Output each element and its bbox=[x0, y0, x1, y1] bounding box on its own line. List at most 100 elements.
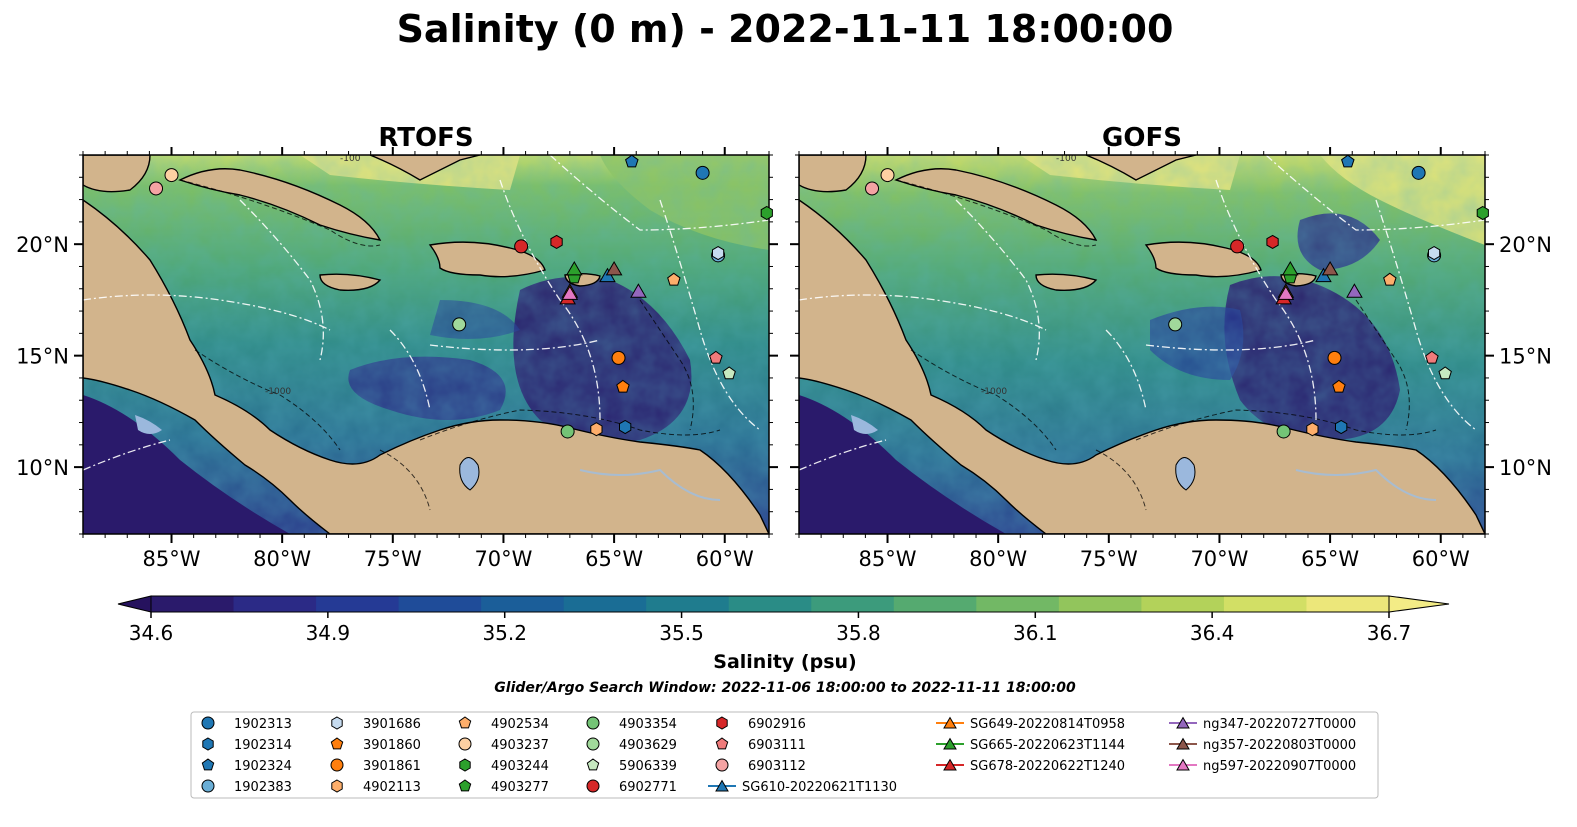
legend-marker-ng597-20220907T0000 bbox=[1176, 758, 1190, 771]
float-marker-3901860 bbox=[1332, 379, 1346, 393]
lat-tick-label: 20°N bbox=[1499, 233, 1552, 257]
colorbar-bin bbox=[316, 596, 400, 612]
lat-tick-label: 10°N bbox=[1499, 456, 1552, 480]
legend-entry: 6903111 bbox=[715, 737, 806, 753]
legend-entry: 1902314 bbox=[202, 737, 292, 753]
legend-entry: SG665-20220623T1144 bbox=[936, 737, 1125, 753]
legend: 1902313 1902314 1902324 1902383 3901686 39018… bbox=[201, 716, 1356, 795]
legend-label: 4903629 bbox=[619, 738, 677, 753]
float-marker-3901860 bbox=[616, 379, 630, 393]
colorbar-bin bbox=[398, 596, 482, 612]
lon-tick-label: 85°W bbox=[143, 547, 201, 571]
float-marker-6903112 bbox=[865, 181, 880, 196]
legend-marker-1902313 bbox=[201, 716, 215, 730]
colorbar-bin bbox=[563, 596, 647, 612]
legend-entry: 1902324 bbox=[201, 758, 292, 774]
legend-marker-SG610-20220621T1130 bbox=[715, 779, 729, 792]
colorbar-bin bbox=[1058, 596, 1142, 612]
float-marker-3901686 bbox=[1428, 246, 1441, 261]
legend-label: ng347-20220727T0000 bbox=[1203, 717, 1356, 732]
legend-entry: ng597-20220907T0000 bbox=[1169, 758, 1356, 774]
colorbar-bin bbox=[646, 596, 730, 612]
float-marker-1902314 bbox=[619, 419, 632, 435]
legend-label: SG610-20220621T1130 bbox=[742, 780, 897, 795]
legend-entry: SG610-20220621T1130 bbox=[708, 779, 897, 795]
float-marker-4903237 bbox=[880, 168, 895, 183]
legend-entry: SG649-20220814T0958 bbox=[936, 716, 1125, 732]
lat-tick-label: 20°N bbox=[16, 233, 69, 257]
float-marker-4902534 bbox=[667, 272, 681, 286]
colorbar-bin bbox=[151, 596, 235, 612]
float-marker-4902113 bbox=[1306, 422, 1319, 437]
lon-tick-label: 80°W bbox=[969, 547, 1027, 571]
legend-entry: 4903237 bbox=[458, 737, 549, 753]
legend-label: 6903112 bbox=[748, 759, 806, 774]
legend-marker-4903237 bbox=[458, 737, 472, 751]
colorbar-extend-low bbox=[117, 595, 152, 613]
colorbar: 34.6 34.9 35.2 35.5 35.8 36.1 36.4 36.7 bbox=[117, 595, 1450, 645]
float-marker-4903629 bbox=[452, 317, 467, 332]
glider-marker-SG665-20220623T1144 bbox=[1281, 261, 1299, 276]
map-field-gofs: -100 -1000 bbox=[799, 154, 1485, 534]
colorbar-bin bbox=[811, 596, 895, 612]
float-marker-6902916 bbox=[550, 234, 563, 249]
legend-label: ng597-20220907T0000 bbox=[1203, 759, 1356, 774]
legend-entry: 6902771 bbox=[586, 779, 677, 795]
legend-marker-4902534 bbox=[458, 716, 472, 729]
legend-label: SG665-20220623T1144 bbox=[970, 738, 1125, 753]
legend-label: 6902916 bbox=[748, 717, 806, 732]
float-marker-1902324 bbox=[1341, 154, 1355, 168]
legend-entry: 1902313 bbox=[201, 716, 292, 732]
legend-marker-4903277 bbox=[458, 779, 472, 792]
colorbar-bin bbox=[1141, 596, 1225, 612]
legend-marker-4902113 bbox=[331, 779, 343, 793]
legend-label: 3901860 bbox=[363, 738, 421, 753]
axis-ticks-gofs: 85°W 80°W 75°W 70°W 65°W 60°W 20°N 15°N 10°N bbox=[790, 147, 1552, 571]
float-marker-1902314 bbox=[1335, 419, 1348, 435]
legend-label: 4902113 bbox=[363, 780, 421, 795]
colorbar-tick-label: 36.4 bbox=[1190, 621, 1235, 645]
legend-marker-SG678-20220622T1240 bbox=[943, 758, 957, 771]
float-marker-4903354 bbox=[1276, 424, 1291, 439]
lon-tick-label: 65°W bbox=[1301, 547, 1359, 571]
panel-title-gofs: GOFS bbox=[1102, 123, 1182, 153]
colorbar-extend-high bbox=[1388, 595, 1450, 613]
legend-entry: 4903277 bbox=[458, 779, 549, 795]
legend-marker-SG649-20220814T0958 bbox=[943, 716, 957, 729]
legend-marker-6903111 bbox=[715, 737, 729, 750]
legend-marker-6902771 bbox=[586, 779, 600, 793]
lat-tick-label: 15°N bbox=[16, 345, 69, 369]
glider-marker-ng347-20220727T0000 bbox=[630, 283, 647, 298]
lon-tick-label: 85°W bbox=[859, 547, 917, 571]
legend-label: 3901861 bbox=[363, 759, 421, 774]
legend-marker-1902324 bbox=[201, 758, 215, 771]
glider-marker-ng597-20220907T0000 bbox=[561, 285, 579, 300]
colorbar-frame bbox=[150, 595, 1390, 613]
legend-box bbox=[190, 711, 1379, 799]
lon-tick-label: 60°W bbox=[1412, 547, 1470, 571]
float-marker-6903111 bbox=[709, 350, 723, 364]
legend-entry: 6903112 bbox=[715, 758, 806, 774]
colorbar-label: Salinity (psu) bbox=[713, 651, 856, 673]
float-marker-6902916 bbox=[1266, 234, 1279, 249]
legend-label: ng357-20220803T0000 bbox=[1203, 738, 1356, 753]
colorbar-tick-label: 34.9 bbox=[306, 621, 351, 645]
lon-tick-label: 75°W bbox=[364, 547, 422, 571]
float-marker-4903237 bbox=[164, 168, 179, 183]
float-marker-4903244 bbox=[1476, 205, 1489, 221]
lon-tick-label: 65°W bbox=[585, 547, 643, 571]
legend-entry: ng347-20220727T0000 bbox=[1169, 716, 1356, 732]
float-marker-5906339 bbox=[1438, 366, 1452, 380]
legend-marker-3901861 bbox=[330, 758, 344, 772]
legend-label: 4903354 bbox=[619, 717, 677, 732]
legend-marker-6903112 bbox=[715, 758, 729, 772]
float-marker-6903111 bbox=[1425, 350, 1439, 364]
lon-tick-label: 70°W bbox=[1190, 547, 1248, 571]
lon-tick-label: 75°W bbox=[1080, 547, 1138, 571]
glider-marker-ng597-20220907T0000 bbox=[1277, 285, 1295, 300]
contour-label: -100 bbox=[1056, 154, 1077, 164]
legend-marker-3901686 bbox=[331, 716, 343, 730]
axis-ticks-rtofs: 85°W 80°W 75°W 70°W 65°W 60°W 20°N 15°N 10°N bbox=[16, 147, 778, 571]
legend-marker-4903354 bbox=[586, 716, 600, 730]
float-marker-3901686 bbox=[712, 246, 725, 261]
